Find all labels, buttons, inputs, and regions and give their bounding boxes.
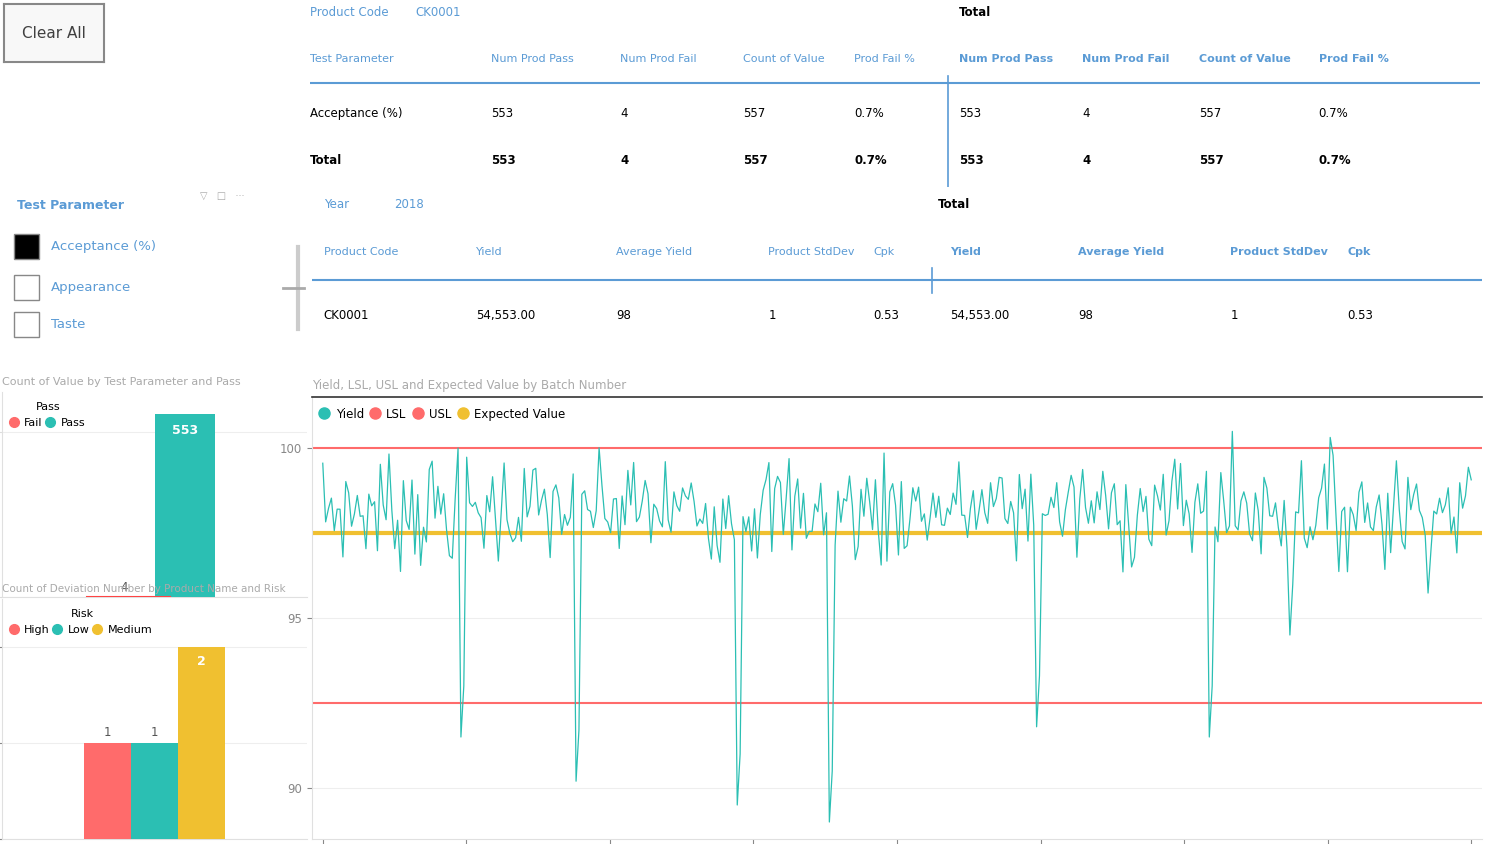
Text: 1: 1	[103, 726, 112, 739]
Text: Total: Total	[309, 154, 342, 167]
Text: 4: 4	[120, 581, 128, 593]
Text: Appearance: Appearance	[51, 281, 131, 294]
Text: Count of Value by Test Parameter and Pass: Count of Value by Test Parameter and Pas…	[1, 377, 241, 387]
Text: 4: 4	[620, 107, 627, 121]
FancyBboxPatch shape	[15, 275, 39, 300]
Text: 4: 4	[1082, 107, 1089, 121]
Text: Product StdDev: Product StdDev	[768, 247, 855, 257]
Bar	[154, 414, 215, 597]
Text: 98: 98	[616, 309, 630, 322]
Bar	[84, 743, 131, 839]
Text: 4: 4	[1082, 154, 1091, 167]
Text: Product Code: Product Code	[309, 6, 388, 19]
Text: ▽   □   ···: ▽ □ ···	[200, 191, 245, 201]
Text: Yield, LSL, USL and Expected Value by Batch Number: Yield, LSL, USL and Expected Value by Ba…	[312, 379, 626, 392]
Text: 0.53: 0.53	[874, 309, 899, 322]
Text: Acceptance (%): Acceptance (%)	[309, 107, 402, 121]
Text: Product Code: Product Code	[324, 247, 397, 257]
Text: Clear All: Clear All	[22, 25, 87, 41]
Text: 54,553.00: 54,553.00	[950, 309, 1008, 322]
Text: Acceptance (%): Acceptance (%)	[51, 240, 155, 253]
Text: 0.53: 0.53	[1348, 309, 1373, 322]
Text: Num Prod Fail: Num Prod Fail	[620, 54, 696, 64]
Text: Yield: Yield	[950, 247, 980, 257]
FancyBboxPatch shape	[15, 312, 39, 337]
Text: 553: 553	[959, 107, 982, 121]
Text: Total: Total	[938, 198, 970, 211]
Text: 1: 1	[151, 726, 158, 739]
Text: Count of Deviation Number by Product Name and Risk: Count of Deviation Number by Product Nam…	[1, 584, 285, 594]
Text: Cpk: Cpk	[1348, 247, 1371, 257]
Legend: Yield, LSL, USL, Expected Value: Yield, LSL, USL, Expected Value	[318, 403, 569, 425]
Text: 553: 553	[172, 424, 199, 437]
Text: 98: 98	[1079, 309, 1094, 322]
Text: Year: Year	[324, 198, 348, 211]
Text: Num Prod Pass: Num Prod Pass	[492, 54, 574, 64]
Text: Yield: Yield	[475, 247, 502, 257]
Text: Count of Value: Count of Value	[743, 54, 825, 64]
Text: Average Yield: Average Yield	[1079, 247, 1164, 257]
FancyBboxPatch shape	[15, 234, 39, 259]
Text: 0.7%: 0.7%	[1319, 154, 1351, 167]
Legend: High, Low, Medium: High, Low, Medium	[7, 604, 157, 639]
Bar	[131, 743, 178, 839]
Text: CK0001: CK0001	[324, 309, 369, 322]
Bar	[178, 647, 226, 839]
Text: 0.7%: 0.7%	[855, 107, 884, 121]
Text: 2: 2	[197, 655, 206, 668]
Text: 553: 553	[492, 107, 514, 121]
Text: Product StdDev: Product StdDev	[1231, 247, 1328, 257]
Text: Test Parameter: Test Parameter	[18, 199, 124, 213]
Bar	[94, 596, 154, 597]
Text: 54,553.00: 54,553.00	[475, 309, 535, 322]
Text: 0.7%: 0.7%	[855, 154, 886, 167]
Text: Num Prod Pass: Num Prod Pass	[959, 54, 1053, 64]
Text: Prod Fail %: Prod Fail %	[855, 54, 914, 64]
Text: Average Yield: Average Yield	[616, 247, 692, 257]
Text: 557: 557	[743, 154, 768, 167]
Text: Total: Total	[959, 6, 992, 19]
Text: 557: 557	[1200, 107, 1222, 121]
Text: Num Prod Fail: Num Prod Fail	[1082, 54, 1170, 64]
Text: 1: 1	[1231, 309, 1239, 322]
Text: Prod Fail %: Prod Fail %	[1319, 54, 1388, 64]
Text: 4: 4	[620, 154, 629, 167]
Text: Test Parameter: Test Parameter	[309, 54, 393, 64]
Legend: Fail, Pass: Fail, Pass	[7, 398, 90, 432]
Text: Cpk: Cpk	[874, 247, 895, 257]
Text: 557: 557	[1200, 154, 1224, 167]
Text: 0.7%: 0.7%	[1319, 107, 1348, 121]
Text: 553: 553	[959, 154, 985, 167]
Text: CK0001: CK0001	[415, 6, 460, 19]
Text: 1: 1	[768, 309, 775, 322]
Text: Taste: Taste	[51, 318, 85, 331]
Text: 553: 553	[492, 154, 515, 167]
Text: 2018: 2018	[394, 198, 424, 211]
Text: Count of Value: Count of Value	[1200, 54, 1291, 64]
Text: 557: 557	[743, 107, 765, 121]
